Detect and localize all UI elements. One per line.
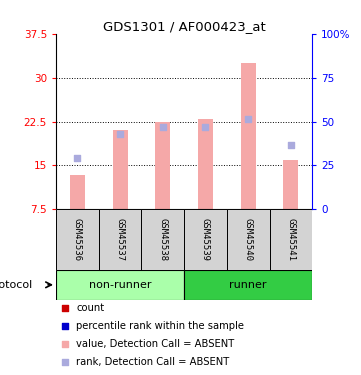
- Text: count: count: [77, 303, 105, 313]
- Point: [62, 341, 68, 347]
- Text: protocol: protocol: [0, 280, 32, 290]
- Bar: [56, 270, 184, 300]
- Bar: [142, 209, 184, 270]
- Bar: [270, 209, 312, 270]
- Bar: [184, 209, 227, 270]
- Bar: [70, 176, 85, 209]
- Bar: [198, 118, 213, 209]
- Text: GSM45537: GSM45537: [116, 218, 125, 261]
- Point: [74, 155, 80, 161]
- Text: rank, Detection Call = ABSENT: rank, Detection Call = ABSENT: [77, 357, 230, 367]
- Title: GDS1301 / AF000423_at: GDS1301 / AF000423_at: [103, 20, 265, 33]
- Bar: [227, 209, 270, 270]
- Text: value, Detection Call = ABSENT: value, Detection Call = ABSENT: [77, 339, 235, 349]
- Point: [117, 131, 123, 137]
- Bar: [99, 209, 142, 270]
- Bar: [184, 270, 312, 300]
- Text: percentile rank within the sample: percentile rank within the sample: [77, 321, 244, 331]
- Point: [62, 323, 68, 329]
- Text: GSM45539: GSM45539: [201, 218, 210, 261]
- Bar: [283, 160, 299, 209]
- Bar: [113, 130, 127, 209]
- Text: non-runner: non-runner: [89, 280, 151, 290]
- Point: [160, 124, 166, 130]
- Bar: [241, 63, 256, 209]
- Point: [288, 142, 294, 148]
- Point: [62, 359, 68, 365]
- Text: GSM45538: GSM45538: [158, 218, 167, 261]
- Text: GSM45541: GSM45541: [286, 218, 295, 261]
- Bar: [155, 122, 170, 209]
- Point: [245, 116, 251, 122]
- Point: [203, 124, 208, 130]
- Text: GSM45536: GSM45536: [73, 218, 82, 261]
- Bar: [56, 209, 99, 270]
- Text: GSM45540: GSM45540: [244, 218, 253, 261]
- Point: [62, 306, 68, 312]
- Text: runner: runner: [230, 280, 267, 290]
